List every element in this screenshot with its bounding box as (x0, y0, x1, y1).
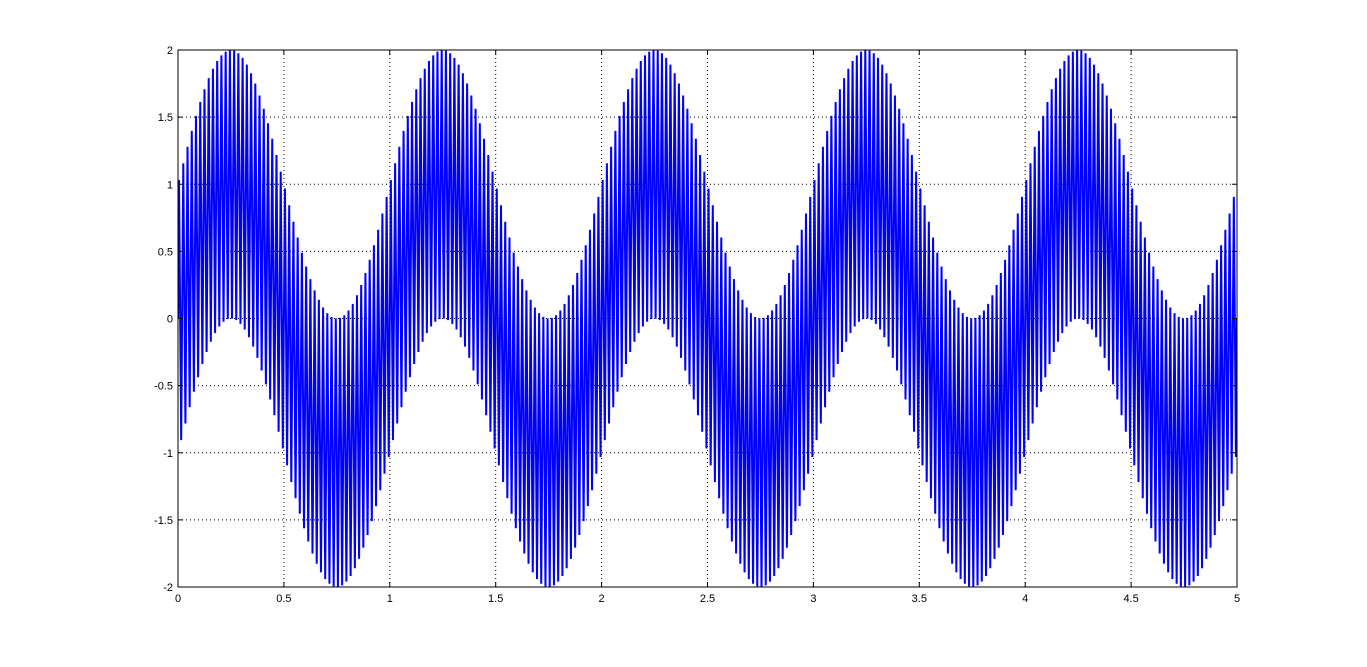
y-tick-label: 0 (167, 314, 173, 326)
y-tick-label: -0.5 (154, 381, 173, 393)
series-layer (178, 50, 1237, 587)
x-tick-labels: 0 0.5 1 1.5 2 2.5 3 3.5 4 4.5 5 (175, 593, 1240, 605)
y-tick-labels: -2 -1.5 -1 -0.5 0 0.5 1 1.5 2 (154, 45, 173, 594)
x-tick-label: 2.5 (700, 593, 715, 605)
y-tick-label: 1 (167, 179, 173, 191)
y-tick-label: -1 (163, 448, 173, 460)
tick-marks (177, 49, 1238, 588)
x-tick-label: 4.5 (1123, 593, 1138, 605)
y-tick-label: 0.5 (158, 246, 173, 258)
x-tick-label: 4 (1022, 593, 1028, 605)
x-tick-label: 1.5 (488, 593, 503, 605)
y-tick-label: -2 (163, 582, 173, 594)
x-tick-label: 3 (810, 593, 816, 605)
x-tick-label: 5 (1234, 593, 1240, 605)
x-tick-label: 1 (387, 593, 393, 605)
series-line-0 (178, 50, 1237, 587)
y-tick-label: -1.5 (154, 515, 173, 527)
x-tick-label: 0 (175, 593, 181, 605)
x-tick-label: 3.5 (912, 593, 927, 605)
y-tick-label: 2 (167, 45, 173, 57)
y-tick-label: 1.5 (158, 112, 173, 124)
x-tick-label: 2 (599, 593, 605, 605)
x-tick-label: 0.5 (276, 593, 291, 605)
